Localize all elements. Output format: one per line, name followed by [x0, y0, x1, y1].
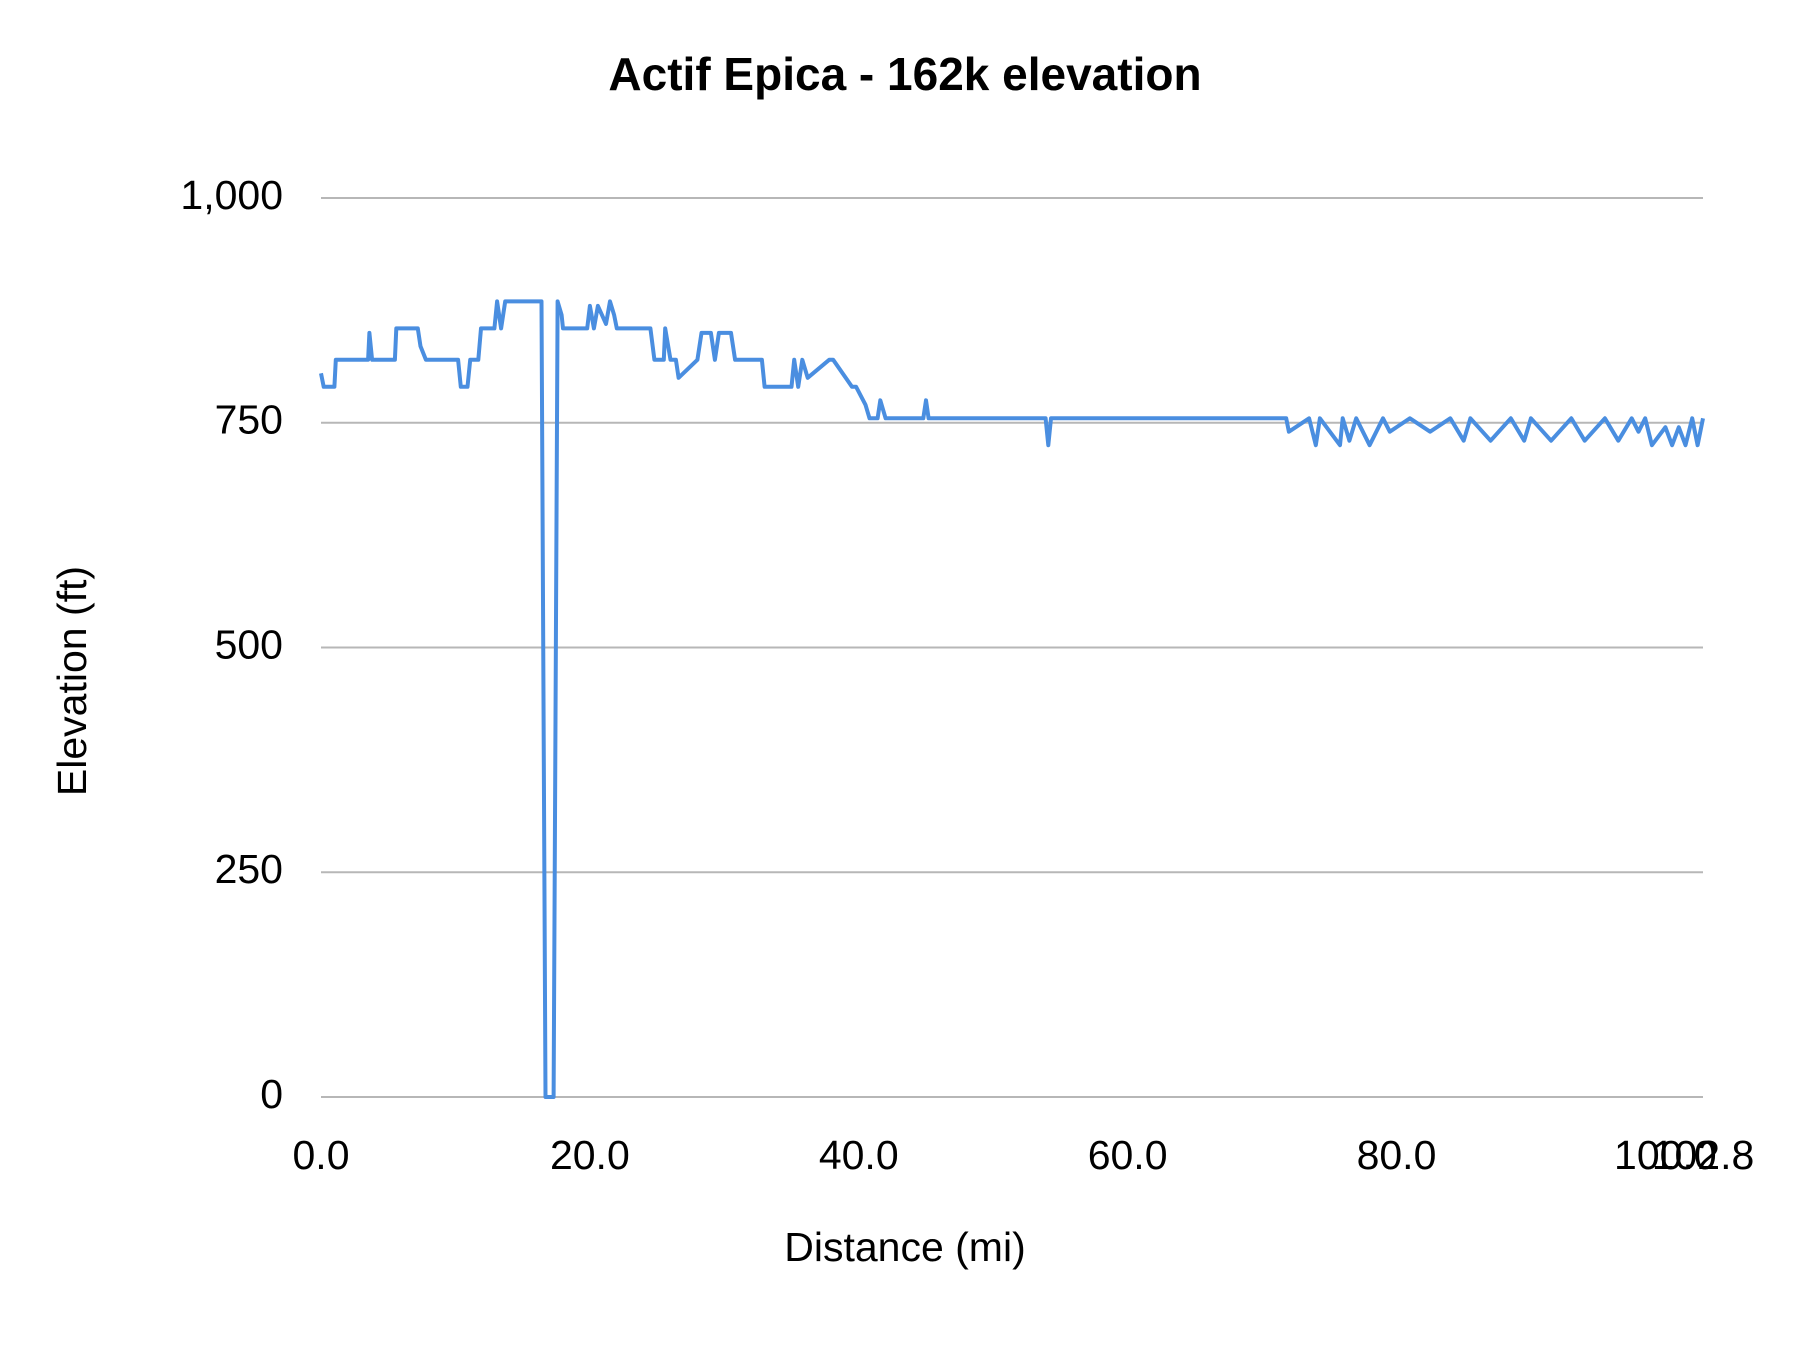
y-tick-label: 750 — [215, 397, 283, 443]
x-tick-label: 20.0 — [550, 1132, 630, 1178]
x-tick-label: 100.0 — [1614, 1132, 1717, 1178]
x-tick-label: 102.8 — [1652, 1132, 1755, 1178]
y-axis-label: Elevation (ft) — [49, 566, 95, 796]
y-tick-label: 1,000 — [180, 172, 283, 218]
x-tick-label: 60.0 — [1088, 1132, 1168, 1178]
x-axis-label: Distance (mi) — [784, 1224, 1025, 1270]
x-tick-label: 40.0 — [819, 1132, 899, 1178]
elevation-line — [319, 299, 1705, 1099]
y-tick-label: 250 — [215, 846, 283, 892]
x-tick-label: 80.0 — [1357, 1132, 1437, 1178]
y-tick-label: 0 — [260, 1071, 283, 1117]
y-tick-label: 500 — [215, 621, 283, 667]
x-tick-label: 0.0 — [293, 1132, 350, 1178]
chart-title: Actif Epica - 162k elevation — [608, 48, 1201, 100]
